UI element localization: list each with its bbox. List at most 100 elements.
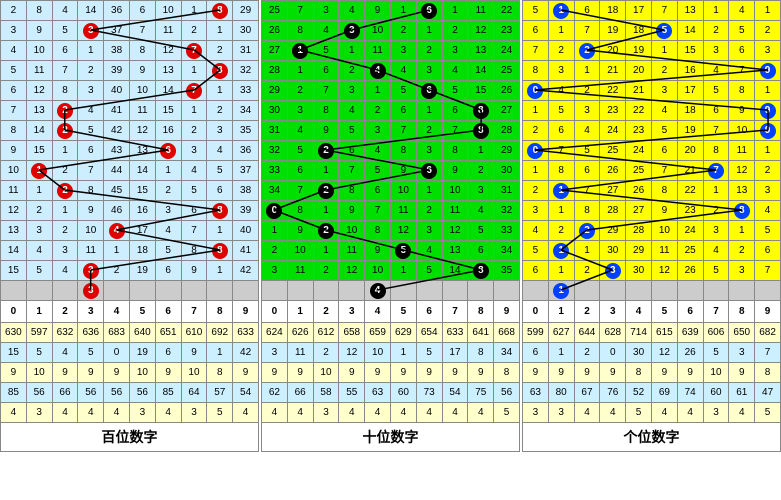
trend-cell: 21 [600,61,626,81]
trend-cell: 8 [78,181,104,201]
trend-cell: 15 [155,101,181,121]
trend-cell: 1 [703,181,729,201]
stat-cell: 75 [468,383,494,403]
trend-cell: 24 [626,141,652,161]
trend-cell: 37 [104,21,130,41]
drawn-ball: 1 [31,163,47,179]
trend-cell: 7 [339,161,365,181]
drawn-ball: 0 [527,143,543,159]
trend-row: 26843102121223 [262,21,520,41]
trend-cell: 1 [262,221,288,241]
row-index: 12 [1,201,27,221]
trend-cell: 15 [677,41,703,61]
drawn-ball: 2 [579,43,595,59]
stat-cell: 9 [600,363,626,383]
trend-cell: 15 [129,181,155,201]
stat-cell: 6 [155,343,181,363]
stat-cell: 4 [574,403,600,423]
stat-cell: 599 [523,323,549,343]
trend-cell: 11 [729,141,755,161]
trend-grid: 5161817713141617191851425272220191153638… [522,0,781,423]
stat-row: 1554501969142 [1,343,259,363]
trend-cell: 41 [233,241,259,261]
trend-cell: 10 [129,81,155,101]
stat-cell: 7 [755,343,781,363]
trend-cell: 8 [287,201,313,221]
trend-cell: 3 [155,201,181,221]
trend-cell: 9 [313,121,339,141]
stat-cell: 3 [703,403,729,423]
row-index: 15 [1,261,27,281]
trend-cell: 2 [729,241,755,261]
trend-cell: 2 [52,101,78,121]
stat-cell: 9 [442,363,468,383]
trend-cell: 8 [468,121,494,141]
stat-cell: 10 [703,363,729,383]
trend-cell: 35 [233,121,259,141]
trend-row: 10127441414537 [1,161,259,181]
trend-cell: 1 [523,161,549,181]
stat-cell: 640 [129,323,155,343]
trend-cell: 33 [494,221,520,241]
trend-cell: 6 [651,141,677,161]
stat-cell: 60 [390,383,416,403]
trend-row: 7222019115363 [523,41,781,61]
stat-cell: 9 [181,343,207,363]
trend-cell: 3 [755,181,781,201]
trend-cell: 2 [52,161,78,181]
row-index: 11 [1,181,27,201]
trend-cell: 12 [26,81,52,101]
trend-cell: 2 [52,181,78,201]
stat-cell: 644 [574,323,600,343]
lottery-trend-container: 2841436610182939533771121304106138812723… [0,0,781,500]
drawn-ball: 0 [266,203,282,219]
trend-cell: 1 [390,261,416,281]
trend-cell: 2 [574,81,600,101]
trend-cell: 19 [626,41,652,61]
trend-cell: 6 [155,261,181,281]
stat-cell: 630 [1,323,27,343]
stat-row: 3344544345 [523,403,781,423]
predict-cell: 1 [548,281,574,301]
trend-cell: 30 [262,101,288,121]
trend-cell: 1 [755,141,781,161]
trend-cell: 28 [626,221,652,241]
predict-cell [129,281,155,301]
stat-cell: 4 [729,403,755,423]
predict-cell [651,281,677,301]
trend-cell: 1 [523,101,549,121]
stat-cell: 9 [574,363,600,383]
row-index: 2 [1,1,27,21]
trend-cell: 7 [313,81,339,101]
row-index: 14 [1,241,27,261]
stat-cell: 60 [703,383,729,403]
trend-cell: 5 [78,121,104,141]
trend-cell: 30 [600,241,626,261]
trend-cell: 7 [651,1,677,21]
stat-cell: 4 [52,403,78,423]
trend-cell: 5 [523,1,549,21]
trend-cell: 2 [313,221,339,241]
trend-cell: 17 [677,81,703,101]
trend-cell: 3 [78,261,104,281]
trend-cell: 10 [365,21,391,41]
trend-cell: 6 [442,101,468,121]
stat-cell: 12 [339,343,365,363]
stat-cell: 3 [26,403,52,423]
trend-row: 814254212162335 [1,121,259,141]
trend-cell: 10 [729,121,755,141]
digit-header: 2 [574,301,600,323]
trend-cell: 8 [548,161,574,181]
trend-cell: 42 [233,261,259,281]
stat-cell: 4 [365,403,391,423]
predict-cell [207,281,233,301]
stat-cell: 3 [548,403,574,423]
trend-cell: 7 [287,181,313,201]
trend-cell: 34 [494,241,520,261]
stat-cell: 85 [1,383,27,403]
trend-cell: 12 [155,41,181,61]
trend-cell: 2 [416,121,442,141]
trend-cell: 3 [262,261,288,281]
predict-cell [313,281,339,301]
trend-cell: 1 [548,1,574,21]
